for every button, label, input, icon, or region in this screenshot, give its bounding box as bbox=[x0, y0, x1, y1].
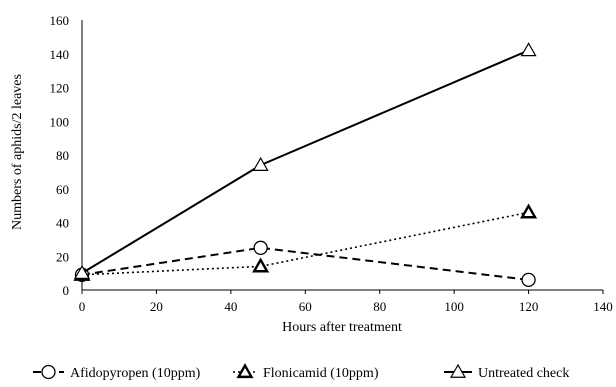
x-tick-label: 80 bbox=[373, 299, 386, 314]
x-tick-label: 20 bbox=[150, 299, 163, 314]
x-axis-title: Hours after treatment bbox=[282, 320, 402, 335]
data-point bbox=[253, 240, 268, 255]
series-1 bbox=[74, 240, 536, 288]
legend-label: Flonicamid (10ppm) bbox=[263, 366, 379, 381]
legend-item: Untreated check bbox=[444, 363, 569, 381]
data-point bbox=[520, 42, 537, 57]
x-tick-label: 100 bbox=[444, 299, 464, 314]
y-tick-label: 120 bbox=[50, 81, 70, 96]
x-tick-label: 60 bbox=[299, 299, 312, 314]
x-tick-label: 40 bbox=[224, 299, 237, 314]
legend-swatch-marker bbox=[449, 363, 467, 378]
legend-item: Afidopyropen (10ppm) bbox=[33, 364, 201, 381]
x-tick-labels: 0 20 40 60 80 100 120 140 bbox=[79, 290, 613, 314]
legend-label: Untreated check bbox=[478, 366, 569, 381]
series-line bbox=[81, 211, 529, 276]
data-point bbox=[520, 203, 538, 219]
y-tick-label: 0 bbox=[63, 283, 70, 298]
axes bbox=[81, 20, 603, 291]
series-line bbox=[81, 49, 529, 274]
x-tick-label: 140 bbox=[593, 299, 613, 314]
legend-swatch-marker bbox=[41, 364, 56, 380]
legend-swatch-marker bbox=[236, 363, 254, 379]
y-tick-label: 160 bbox=[50, 13, 70, 28]
y-tick-labels: 0 20 40 60 80 100 120 140 160 bbox=[50, 13, 70, 298]
series-3 bbox=[73, 42, 537, 279]
data-point bbox=[252, 156, 269, 171]
x-tick-label: 0 bbox=[79, 299, 86, 314]
data-point bbox=[521, 272, 536, 288]
y-tick-label: 80 bbox=[56, 148, 69, 163]
y-tick-label: 100 bbox=[50, 114, 70, 129]
x-tick-label: 120 bbox=[519, 299, 539, 314]
y-tick-label: 60 bbox=[56, 182, 69, 197]
legend-label: Afidopyropen (10ppm) bbox=[70, 366, 201, 381]
legend: Afidopyropen (10ppm) Flonicamid (10ppm) Un… bbox=[33, 363, 569, 381]
y-tick-label: 40 bbox=[56, 216, 69, 231]
series-2 bbox=[73, 203, 538, 281]
y-axis-title: Numbers of aphids/2 leaves bbox=[10, 74, 25, 230]
legend-item: Flonicamid (10ppm) bbox=[233, 363, 379, 381]
data-point bbox=[73, 264, 91, 279]
y-tick-label: 20 bbox=[56, 249, 69, 264]
series-line bbox=[81, 246, 529, 281]
y-tick-label: 140 bbox=[50, 47, 70, 62]
data-point bbox=[252, 257, 270, 273]
series-layer bbox=[73, 42, 538, 288]
